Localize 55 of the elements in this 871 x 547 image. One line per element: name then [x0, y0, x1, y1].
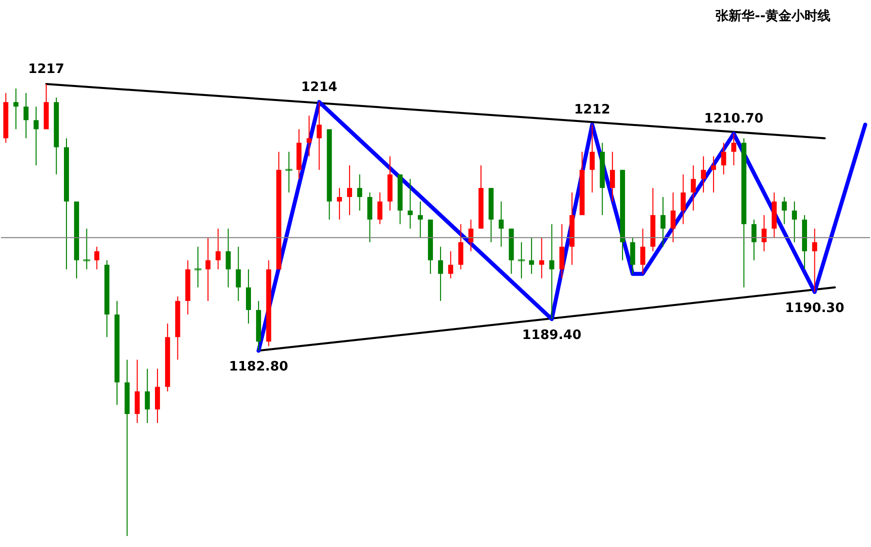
candlestick [357, 174, 362, 212]
candlestick [448, 250, 454, 279]
candlestick [700, 156, 706, 193]
annotation: 1189.40 [522, 328, 582, 344]
candlestick [336, 187, 342, 220]
candlestick [246, 268, 251, 324]
candlestick [408, 178, 413, 230]
candlestick [134, 359, 140, 424]
annotation: 1217 [28, 62, 64, 77]
annotation: 1210.70 [704, 112, 764, 127]
candlestick [812, 228, 818, 292]
annotation: 1190.30 [785, 300, 844, 316]
candlestick [236, 246, 241, 302]
candlestick [306, 115, 312, 157]
candlestick [216, 228, 221, 270]
candlestick [670, 192, 676, 243]
candlestick [13, 88, 18, 130]
candlestick [731, 133, 736, 166]
candlestick [751, 219, 756, 261]
candlestick [660, 196, 666, 248]
candlestick [782, 196, 787, 225]
candlestick [226, 228, 231, 288]
candlestick [468, 219, 474, 252]
candlestick [206, 237, 211, 302]
candlestick [792, 201, 797, 243]
candlestick [690, 164, 696, 212]
candlestick [610, 151, 615, 202]
candlestick [539, 237, 544, 279]
candlestick [721, 142, 726, 175]
candlestick [347, 164, 352, 216]
candlestick [144, 368, 150, 424]
annotation: 1212 [574, 102, 610, 118]
candlestick [24, 92, 29, 139]
candlestick [34, 106, 39, 166]
candlestick [316, 102, 322, 170]
candlestick [498, 201, 504, 248]
candlestick [559, 224, 564, 279]
candlestick [154, 368, 160, 424]
candlestick [711, 156, 716, 193]
chart-title: 张新华--黄金小时线 [716, 8, 830, 24]
candlestick [680, 174, 686, 225]
candlestick [549, 224, 554, 320]
candlestick [590, 124, 595, 193]
annotation: 1182.80 [228, 360, 288, 375]
candlestick [630, 237, 636, 274]
candlestick [529, 237, 534, 274]
annotation: 1214 [301, 80, 338, 96]
candlestick [438, 246, 444, 302]
candlestick [458, 224, 464, 270]
candlestick [377, 192, 382, 225]
candlestick [94, 246, 100, 270]
candlestick [640, 228, 646, 274]
candlestick [762, 214, 767, 252]
candlestick [418, 201, 423, 238]
candlestick [367, 192, 372, 243]
